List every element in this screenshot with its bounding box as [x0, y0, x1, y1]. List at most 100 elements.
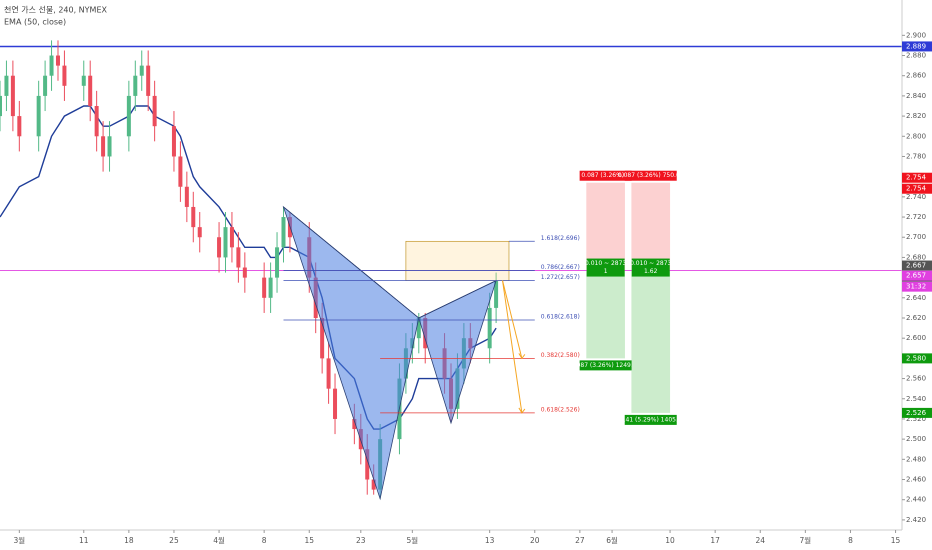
price-tag: [902, 41, 932, 52]
price-tag-label: 2.580: [906, 354, 926, 362]
y-tick-label: 2.520: [906, 415, 926, 423]
y-tick-label: 2.880: [906, 52, 926, 60]
reversal-zone: [405, 240, 510, 281]
candle-body: [197, 227, 202, 238]
price-tag-label: 31:32: [906, 283, 926, 291]
candle-body: [191, 206, 196, 228]
entry-label-bg: [586, 258, 625, 277]
candle-body: [62, 65, 67, 86]
candle-body: [184, 186, 189, 207]
candle-body: [217, 237, 222, 258]
candle-body: [494, 280, 499, 308]
projection-arrow: [502, 280, 523, 413]
price-tag: [902, 183, 932, 194]
risk-zone: [631, 182, 671, 271]
x-tick-label: 24: [755, 536, 765, 545]
y-tick-label: 2.780: [906, 152, 926, 160]
x-tick-label: 17: [710, 536, 720, 545]
candle-body: [371, 479, 376, 490]
price-tag-label: 2.657: [906, 272, 926, 280]
candle-body: [229, 227, 234, 248]
x-tick-label: 15: [891, 536, 901, 545]
x-tick-label: 20: [530, 536, 540, 545]
axis-layer: 2.420 2.440 2.460 2.480 2.500 2.520 2.540 2.560…: [13, 31, 932, 545]
entry-label: 0.010 ~ 2873: [630, 260, 671, 267]
candle-body: [107, 136, 112, 157]
risk-label-bg: [579, 170, 632, 181]
projection-arrow: [502, 280, 523, 359]
candle-body: [152, 95, 157, 127]
candle-body: [171, 126, 176, 157]
candle-body: [178, 156, 183, 187]
x-tick-label: 11: [79, 536, 89, 545]
candle-body: [88, 75, 93, 106]
candle-body: [320, 318, 325, 359]
y-tick-label: 2.420: [906, 516, 926, 524]
candle-body: [101, 136, 106, 157]
ema-line: [0, 105, 497, 430]
reward-zone: [586, 270, 625, 359]
target-label: 0.087 (3.26%) 1249.95: [571, 362, 641, 369]
candle-body: [139, 65, 144, 76]
candle-body: [94, 106, 99, 137]
risk-label: 0.087 (3.26%) 7: [581, 172, 630, 179]
candle-body: [281, 217, 286, 248]
y-tick-label: 2.700: [906, 233, 926, 241]
y-tick-label: 2.500: [906, 435, 926, 443]
candle-body: [10, 75, 15, 117]
price-tag: [902, 353, 932, 364]
candle-body: [133, 75, 138, 96]
entry-label-bg: [631, 258, 670, 277]
candle-body: [49, 55, 54, 76]
candle-body: [416, 318, 421, 339]
x-tick-label: 27: [575, 536, 585, 545]
y-tick-label: 2.720: [906, 213, 926, 221]
y-tick-label: 2.740: [906, 193, 926, 201]
target-label-bg: [624, 414, 677, 425]
entry-sub-label: 1.62: [644, 268, 658, 275]
target-label: 0.141 (5.29%) 1405.09: [616, 416, 686, 423]
price-tag: [902, 270, 932, 281]
candle-body: [365, 449, 370, 480]
y-tick-label: 2.600: [906, 334, 926, 342]
price-tag: [902, 260, 932, 271]
x-tick-label: 10: [665, 536, 675, 545]
target-label-bg: [579, 360, 632, 371]
candle-body: [146, 65, 151, 96]
chart-title: 천연 가스 선물, 240, NYMEX: [4, 5, 108, 15]
y-tick-label: 2.460: [906, 476, 926, 484]
x-tick-label: 23: [356, 536, 366, 545]
x-tick-label: 6월: [606, 535, 618, 545]
candle-body: [236, 247, 241, 268]
y-tick-label: 2.540: [906, 395, 926, 403]
x-tick-label: 25: [169, 536, 179, 545]
risk-zone: [586, 182, 625, 271]
x-tick-label: 13: [485, 536, 495, 545]
candle-body: [268, 277, 273, 298]
x-tick-label: 18: [124, 536, 134, 545]
fib-label: 0.618(2.618): [541, 314, 580, 321]
candle-body: [487, 307, 492, 349]
fib-label: 1.272(2.657): [541, 274, 580, 281]
price-tag-label: 2.667: [906, 262, 926, 270]
candle-body: [36, 95, 41, 137]
y-tick-label: 2.860: [906, 72, 926, 80]
candle-body: [275, 247, 280, 278]
y-tick-label: 2.680: [906, 253, 926, 261]
candle-body: [262, 277, 267, 298]
x-tick-label: 15: [304, 536, 314, 545]
candle-body: [0, 95, 2, 117]
reward-zone: [631, 270, 671, 413]
candle-body: [223, 227, 228, 258]
arrow-head: [518, 353, 526, 360]
candle-body: [4, 75, 9, 96]
arrow-head: [518, 407, 526, 414]
candle-body: [242, 267, 247, 278]
x-tick-label: 7월: [800, 535, 812, 545]
y-tick-label: 2.820: [906, 112, 926, 120]
candle-body: [352, 418, 357, 430]
price-tag-label: 2.754: [906, 174, 927, 182]
y-tick-label: 2.620: [906, 314, 926, 322]
